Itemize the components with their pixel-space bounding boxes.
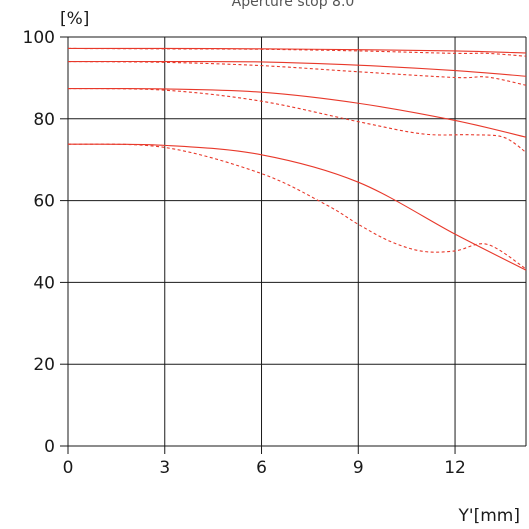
y-axis-unit: [%]	[60, 9, 89, 29]
x-tick-label: 9	[353, 458, 364, 478]
mtf-curve-dashed-2	[67, 60, 527, 86]
mtf-curve-solid-4	[67, 143, 527, 271]
chart-title: Aperture stop 8.0	[232, 0, 355, 10]
y-tick-label: 0	[44, 437, 55, 457]
series-lines	[67, 47, 527, 271]
grid	[60, 36, 527, 454]
y-tick-label: 100	[23, 28, 55, 48]
x-tick-label: 12	[444, 458, 466, 478]
mtf-curve-solid-2	[67, 60, 527, 77]
x-axis-unit: Y'[mm]	[458, 506, 520, 526]
tick-labels: 0 20 40 60 80 100 0 3 6 9 12	[23, 28, 466, 478]
x-tick-label: 6	[256, 458, 267, 478]
y-tick-label: 80	[33, 110, 55, 130]
y-tick-label: 60	[33, 192, 55, 212]
y-tick-label: 40	[33, 273, 55, 293]
x-tick-label: 3	[159, 458, 170, 478]
y-tick-label: 20	[33, 355, 55, 375]
mtf-curve-solid-3	[67, 87, 527, 138]
mtf-curve-dashed-1	[67, 47, 527, 57]
x-tick-label: 0	[63, 458, 74, 478]
